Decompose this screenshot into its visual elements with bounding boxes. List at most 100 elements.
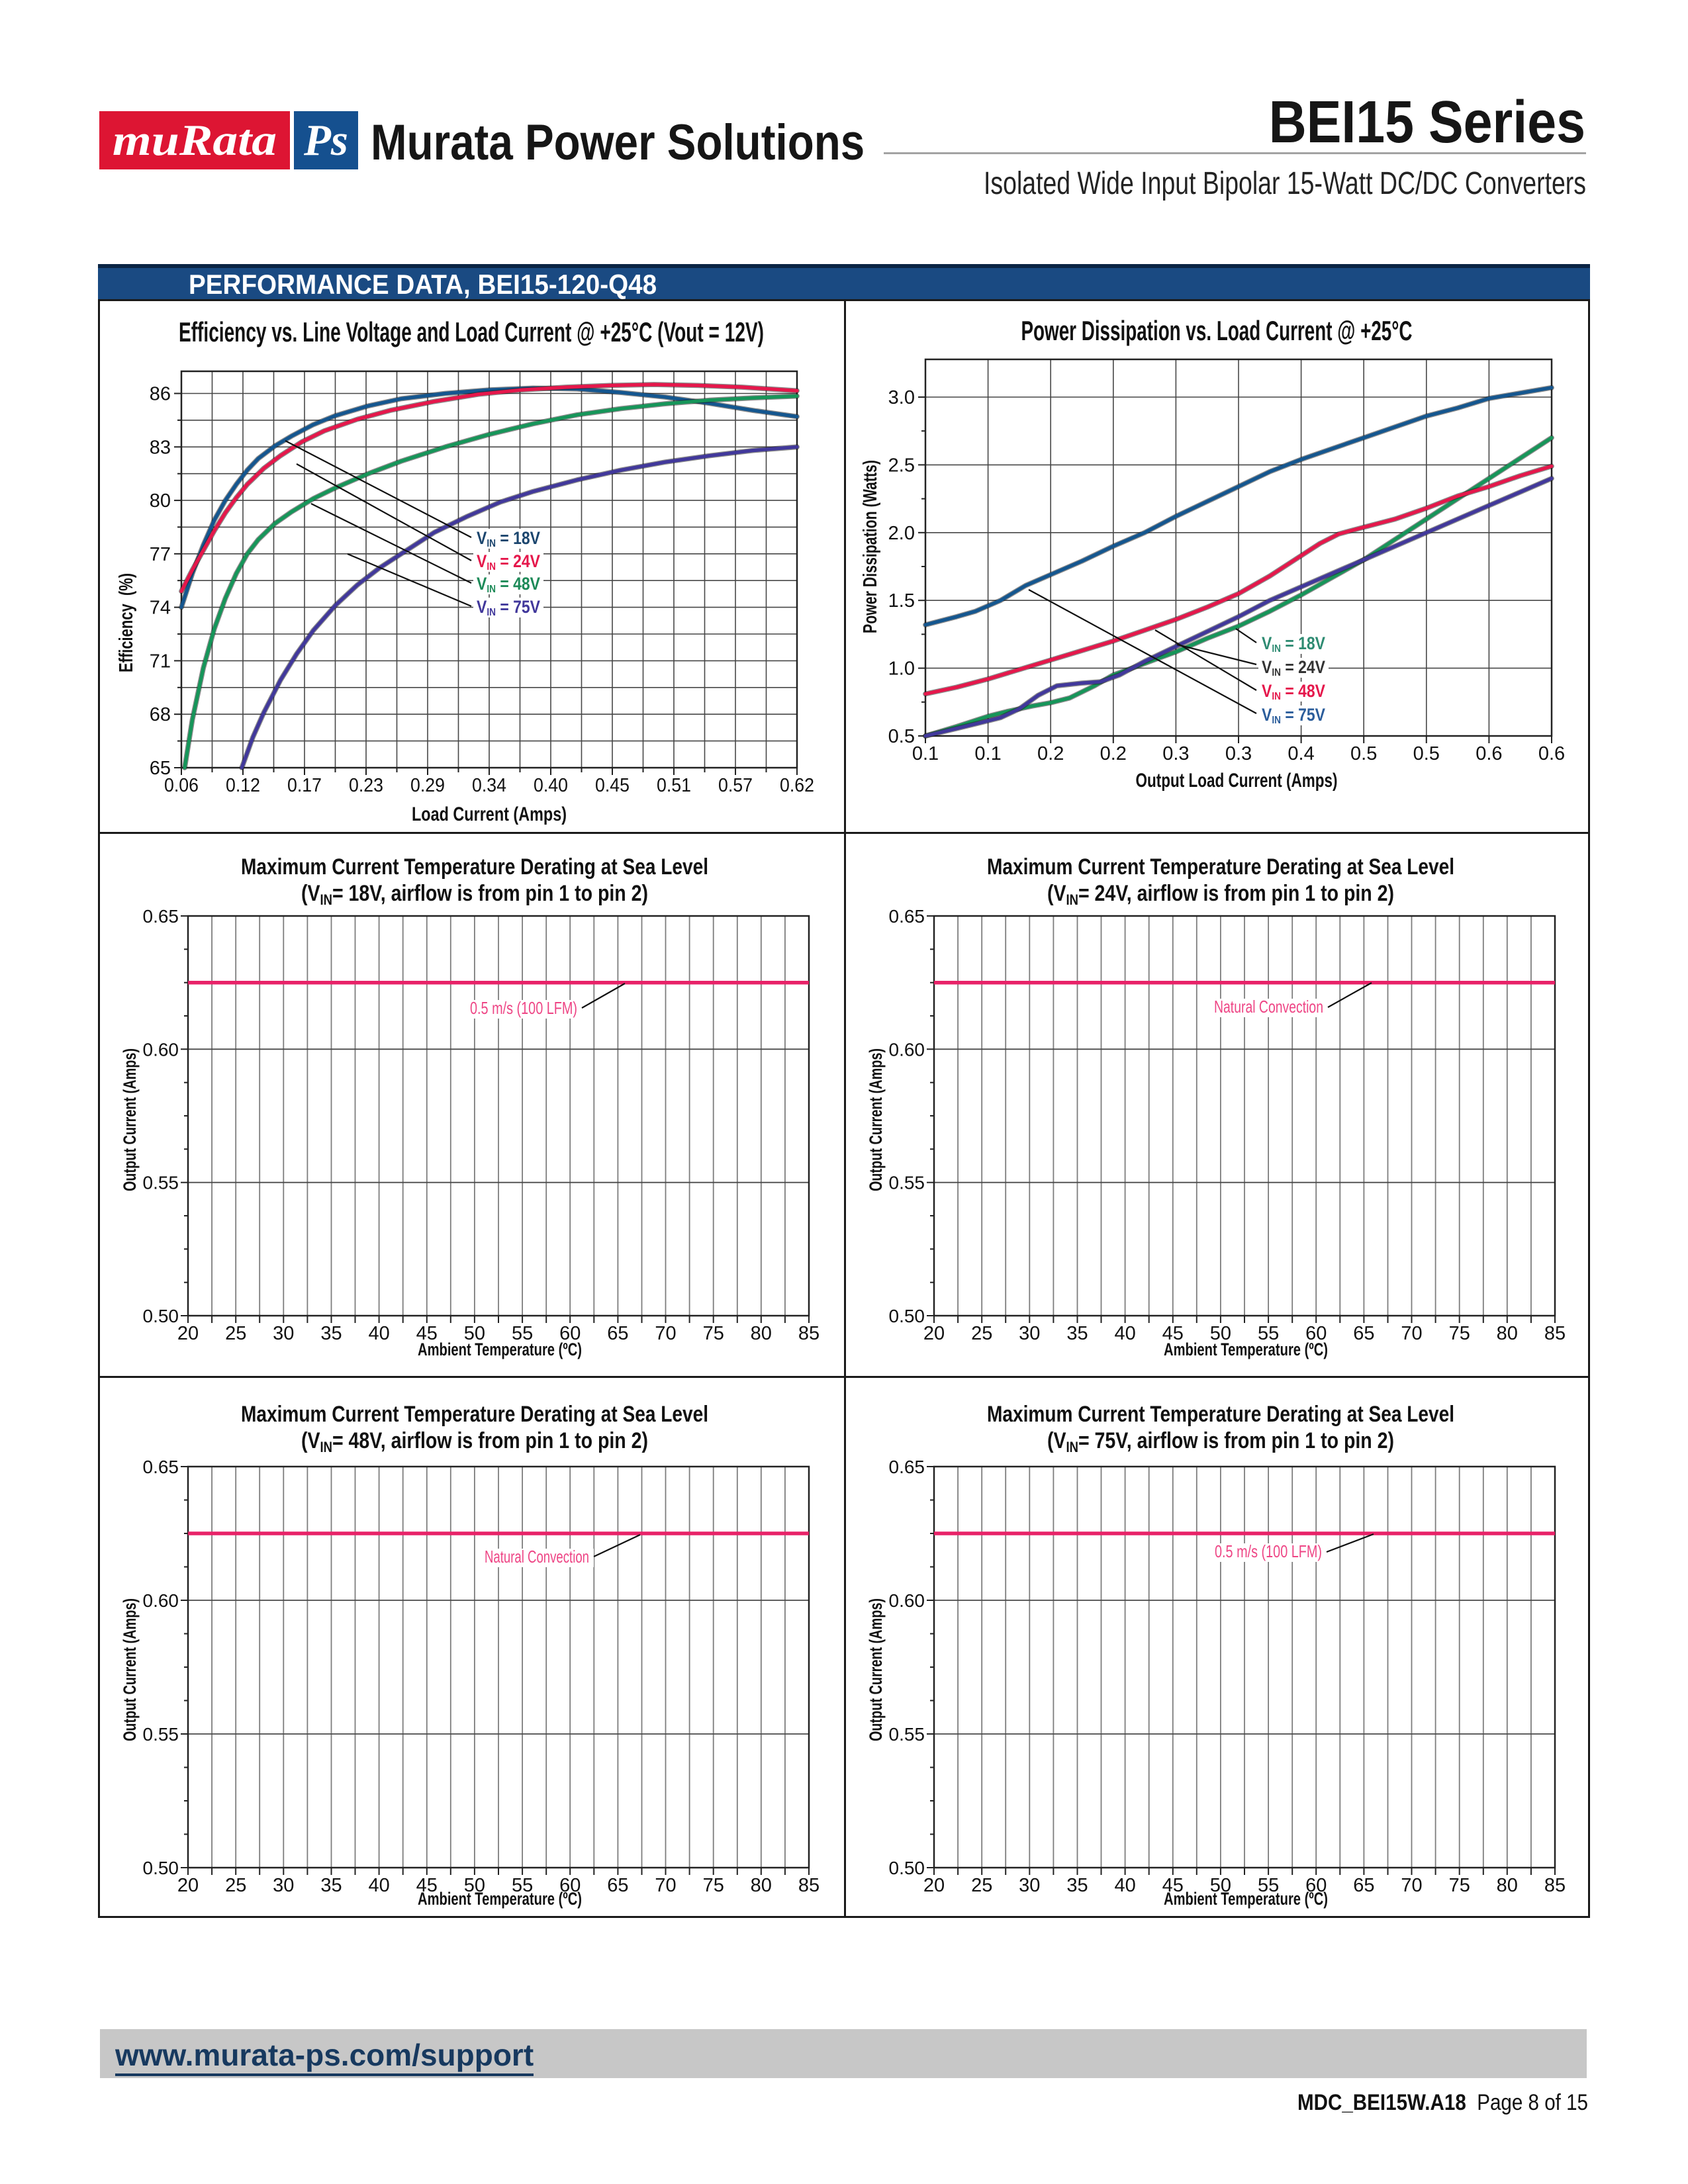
svg-text:Efficiency (%): Efficiency (%) — [116, 573, 137, 672]
svg-text:0.45: 0.45 — [595, 775, 630, 796]
svg-text:Ambient Temperature (ºC): Ambient Temperature (ºC) — [418, 1889, 582, 1909]
svg-text:50: 50 — [1210, 1323, 1231, 1344]
svg-text:30: 30 — [273, 1875, 294, 1896]
svg-text:0.4: 0.4 — [1288, 743, 1314, 764]
svg-text:0.5 m/s (100 LFM): 0.5 m/s (100 LFM) — [470, 998, 577, 1018]
svg-text:55: 55 — [512, 1875, 533, 1896]
svg-text:Ambient Temperature (ºC): Ambient Temperature (ºC) — [418, 1340, 582, 1359]
svg-text:0.34: 0.34 — [472, 775, 506, 796]
svg-text:0.5: 0.5 — [1350, 743, 1377, 764]
svg-text:0.29: 0.29 — [410, 775, 445, 796]
svg-text:0.2: 0.2 — [1100, 743, 1127, 764]
svg-text:71: 71 — [150, 651, 171, 672]
svg-text:77: 77 — [150, 544, 171, 565]
svg-text:55: 55 — [512, 1323, 533, 1344]
svg-text:0.5 m/s (100 LFM): 0.5 m/s (100 LFM) — [1215, 1541, 1322, 1561]
svg-text:Natural Convection: Natural Convection — [1214, 997, 1323, 1017]
svg-text:2.0: 2.0 — [888, 523, 915, 544]
svg-text:65: 65 — [607, 1875, 628, 1896]
svg-text:2.5: 2.5 — [888, 455, 915, 476]
svg-text:0.65: 0.65 — [889, 1457, 925, 1477]
svg-text:0.1: 0.1 — [974, 743, 1001, 764]
svg-text:VIN = 48V: VIN = 48V — [477, 574, 540, 595]
svg-text:0.5: 0.5 — [888, 726, 915, 747]
svg-text:Power Dissipation vs. Load Cur: Power Dissipation vs. Load Current @ +25… — [1021, 315, 1413, 346]
svg-text:0.5: 0.5 — [1413, 743, 1440, 764]
svg-text:80: 80 — [1497, 1323, 1518, 1344]
svg-text:20: 20 — [177, 1875, 199, 1896]
svg-text:70: 70 — [1401, 1875, 1422, 1896]
svg-text:75: 75 — [703, 1323, 724, 1344]
svg-text:Output Current (Amps): Output Current (Amps) — [120, 1598, 140, 1741]
svg-text:85: 85 — [1544, 1323, 1566, 1344]
svg-text:85: 85 — [798, 1323, 820, 1344]
svg-text:3.0: 3.0 — [888, 387, 915, 408]
svg-text:86: 86 — [150, 384, 171, 405]
svg-text:40: 40 — [368, 1323, 389, 1344]
svg-text:Natural Convection: Natural Convection — [485, 1547, 589, 1567]
svg-text:0.50: 0.50 — [143, 1858, 179, 1878]
svg-text:35: 35 — [320, 1323, 342, 1344]
svg-text:VIN = 18V: VIN = 18V — [1262, 633, 1325, 655]
svg-text:0.50: 0.50 — [889, 1306, 925, 1326]
svg-text:0.3: 0.3 — [1225, 743, 1252, 764]
svg-text:1.0: 1.0 — [888, 659, 915, 680]
svg-text:0.57: 0.57 — [718, 775, 753, 796]
svg-text:0.55: 0.55 — [143, 1173, 179, 1193]
svg-text:70: 70 — [655, 1875, 676, 1896]
svg-text:25: 25 — [225, 1323, 246, 1344]
svg-text:0.12: 0.12 — [226, 775, 260, 796]
svg-text:55: 55 — [1258, 1875, 1279, 1896]
svg-text:30: 30 — [1019, 1875, 1040, 1896]
svg-text:VIN = 75V: VIN = 75V — [1262, 705, 1325, 726]
svg-text:(VIN= 75V, airflow is from pin: (VIN= 75V, airflow is from pin 1 to pin … — [1047, 1428, 1394, 1456]
svg-text:0.60: 0.60 — [889, 1039, 925, 1060]
svg-text:Efficiency vs. Line Voltage an: Efficiency vs. Line Voltage and Load Cur… — [179, 316, 764, 347]
svg-text:65: 65 — [607, 1323, 628, 1344]
svg-text:0.62: 0.62 — [780, 775, 814, 796]
svg-text:25: 25 — [971, 1875, 992, 1896]
svg-text:65: 65 — [1353, 1323, 1374, 1344]
svg-text:0.1: 0.1 — [912, 743, 939, 764]
svg-text:0.40: 0.40 — [534, 775, 568, 796]
svg-text:60: 60 — [559, 1323, 581, 1344]
svg-text:0.2: 0.2 — [1037, 743, 1064, 764]
svg-text:(VIN= 48V, airflow is from pin: (VIN= 48V, airflow is from pin 1 to pin … — [301, 1428, 648, 1456]
svg-text:Ambient Temperature (ºC): Ambient Temperature (ºC) — [1164, 1340, 1328, 1359]
svg-text:0.65: 0.65 — [143, 1457, 179, 1477]
svg-text:0.6: 0.6 — [1538, 743, 1565, 764]
svg-text:80: 80 — [751, 1875, 772, 1896]
svg-text:25: 25 — [971, 1323, 992, 1344]
svg-text:0.60: 0.60 — [889, 1590, 925, 1611]
svg-text:55: 55 — [1258, 1323, 1279, 1344]
svg-text:75: 75 — [1449, 1875, 1470, 1896]
svg-text:(VIN= 18V, airflow is from pin: (VIN= 18V, airflow is from pin 1 to pin … — [301, 881, 648, 909]
svg-text:60: 60 — [1305, 1323, 1327, 1344]
svg-text:70: 70 — [1401, 1323, 1422, 1344]
svg-text:(VIN= 24V, airflow is from pin: (VIN= 24V, airflow is from pin 1 to pin … — [1047, 881, 1394, 909]
svg-text:Output Load Current (Amps): Output Load Current (Amps) — [1136, 770, 1338, 792]
svg-text:35: 35 — [1066, 1323, 1088, 1344]
svg-text:Output Current (Amps): Output Current (Amps) — [866, 1598, 886, 1741]
svg-text:40: 40 — [368, 1875, 389, 1896]
svg-text:30: 30 — [273, 1323, 294, 1344]
svg-text:Ambient Temperature (ºC): Ambient Temperature (ºC) — [1164, 1889, 1328, 1909]
svg-text:50: 50 — [1210, 1875, 1231, 1896]
svg-text:25: 25 — [225, 1875, 246, 1896]
svg-text:40: 40 — [1114, 1875, 1135, 1896]
svg-text:50: 50 — [464, 1875, 485, 1896]
svg-text:Maximum Current Temperature De: Maximum Current Temperature Derating at … — [987, 854, 1454, 880]
svg-text:0.60: 0.60 — [143, 1590, 179, 1611]
svg-text:30: 30 — [1019, 1323, 1040, 1344]
svg-text:Load Current (Amps): Load Current (Amps) — [412, 803, 567, 825]
svg-text:65: 65 — [150, 758, 171, 779]
svg-text:Output Current (Amps): Output Current (Amps) — [120, 1048, 140, 1191]
svg-text:74: 74 — [150, 598, 171, 619]
svg-text:VIN = 75V: VIN = 75V — [477, 597, 540, 618]
svg-text:Maximum Current Temperature De: Maximum Current Temperature Derating at … — [241, 854, 708, 880]
svg-text:35: 35 — [1066, 1875, 1088, 1896]
svg-text:45: 45 — [416, 1323, 438, 1344]
svg-text:VIN = 24V: VIN = 24V — [1262, 657, 1325, 678]
svg-text:0.50: 0.50 — [143, 1306, 179, 1326]
svg-text:0.3: 0.3 — [1162, 743, 1189, 764]
